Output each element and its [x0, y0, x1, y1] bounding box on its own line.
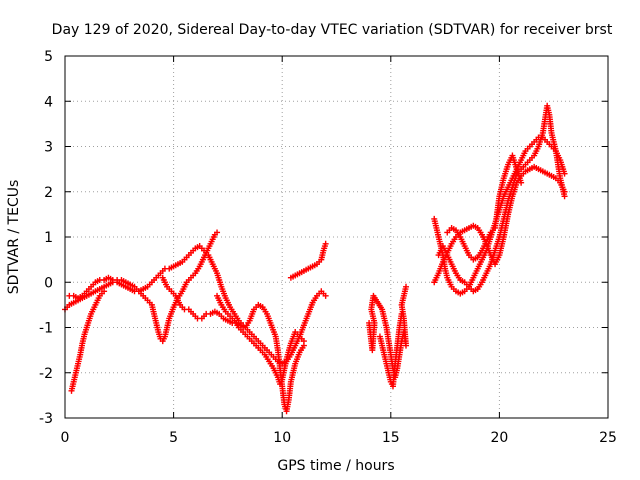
- data-point: [322, 292, 329, 299]
- y-tick-label: 5: [44, 49, 53, 65]
- plot-frame: [64, 55, 609, 419]
- x-tick-label: 25: [599, 430, 617, 446]
- gridlines: [65, 56, 608, 418]
- y-tick-label: 3: [44, 140, 53, 156]
- data-point: [300, 338, 307, 345]
- y-tick-label: 1: [44, 230, 53, 246]
- data-point: [214, 229, 221, 236]
- x-axis-label: GPS time / hours: [277, 458, 394, 474]
- y-tick-label: 4: [44, 94, 53, 110]
- data-points: [62, 102, 568, 415]
- y-tick-label: -1: [39, 321, 53, 337]
- data-point: [403, 283, 410, 290]
- x-tick-label: 20: [490, 430, 508, 446]
- x-tick-label: 5: [169, 430, 178, 446]
- data-point: [561, 193, 568, 200]
- x-tick-label: 0: [61, 430, 70, 446]
- data-point: [101, 288, 108, 295]
- axis-ticks: [64, 55, 609, 419]
- data-point: [518, 179, 525, 186]
- y-tick-label: -2: [39, 366, 53, 382]
- y-tick-labels: -3 -2 -1 0 1 2 3 4 5: [39, 49, 53, 427]
- chart-title: Day 129 of 2020, Sidereal Day-to-day VTE…: [52, 22, 613, 38]
- y-axis-label: SDTVAR / TECUs: [6, 180, 22, 295]
- x-tick-label: 10: [273, 430, 291, 446]
- data-point: [322, 240, 329, 247]
- data-point: [561, 170, 568, 177]
- x-tick-label: 15: [382, 430, 400, 446]
- y-tick-label: 2: [44, 185, 53, 201]
- x-tick-labels: 0 5 10 15 20 25: [61, 430, 617, 446]
- y-tick-label: -3: [39, 411, 53, 427]
- y-tick-label: 0: [44, 275, 53, 291]
- data-point: [398, 310, 405, 317]
